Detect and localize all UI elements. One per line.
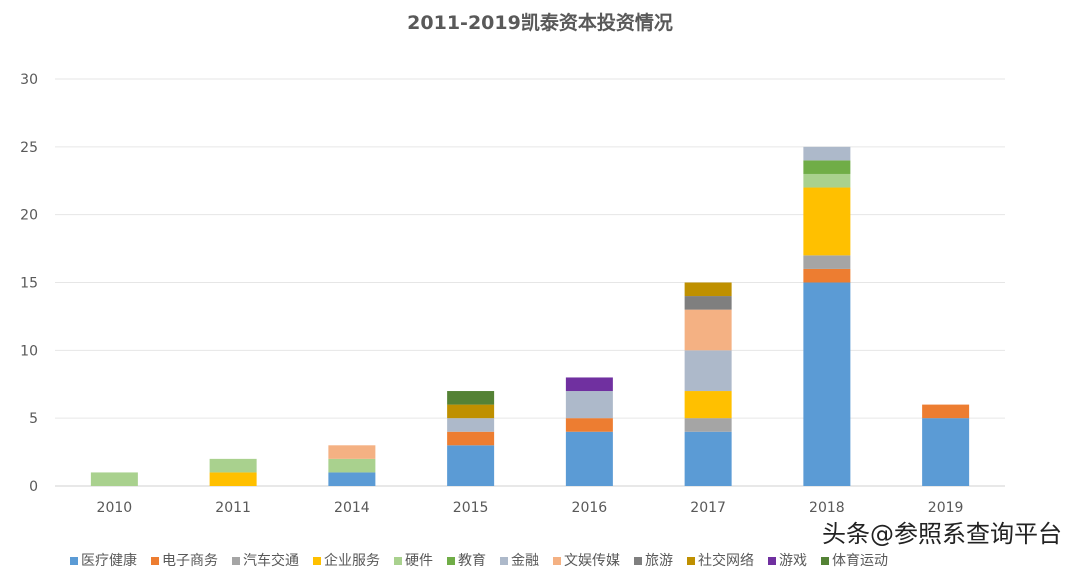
- bar-segment-2010-硬件: [90, 472, 138, 486]
- y-tick-label: 15: [20, 276, 38, 292]
- bar-segment-2015-社交网络: [447, 404, 495, 419]
- x-tick-label: 2011: [215, 500, 251, 516]
- legend-swatch: [687, 557, 695, 565]
- bar-segment-2018-金融: [803, 146, 851, 161]
- legend-item: 企业服务: [313, 552, 380, 570]
- legend-item: 电子商务: [151, 552, 218, 570]
- bar-segment-2017-文娱传媒: [684, 309, 732, 351]
- legend-label: 体育运动: [832, 553, 888, 569]
- legend-label: 游戏: [779, 553, 807, 569]
- bar-segment-2017-金融: [684, 350, 732, 392]
- bar-segment-2014-文娱传媒: [328, 445, 376, 459]
- x-tick-label: 2010: [97, 500, 133, 516]
- bar-segment-2016-金融: [565, 391, 613, 419]
- legend-item: 游戏: [768, 552, 807, 570]
- bar-segment-2018-教育: [803, 160, 851, 174]
- x-tick-label: 2015: [453, 500, 489, 516]
- y-tick-label: 0: [29, 479, 38, 495]
- bar-segment-2018-企业服务: [803, 187, 851, 256]
- bar-segment-2018-电子商务: [803, 268, 851, 283]
- legend-item: 硬件: [394, 552, 433, 570]
- legend-swatch: [313, 557, 321, 565]
- legend-swatch: [70, 557, 78, 565]
- bar-segment-2015-医疗健康: [447, 445, 495, 486]
- legend-item: 医疗健康: [70, 552, 137, 570]
- bar-segment-2015-电子商务: [447, 431, 495, 446]
- legend-swatch: [500, 557, 508, 565]
- legend-label: 医疗健康: [81, 553, 137, 569]
- legend-label: 硬件: [405, 553, 433, 569]
- chart-title: 2011-2019凯泰资本投资情况: [407, 12, 673, 34]
- bar-segment-2016-游戏: [565, 377, 613, 392]
- bar-segment-2016-医疗健康: [565, 431, 613, 486]
- bar-segment-2019-医疗健康: [922, 418, 970, 486]
- bar-segment-2017-社交网络: [684, 282, 732, 297]
- legend-label: 教育: [458, 553, 486, 569]
- legend-item: 体育运动: [821, 552, 888, 570]
- bar-segment-2017-医疗健康: [684, 431, 732, 486]
- legend-label: 电子商务: [162, 553, 218, 569]
- y-tick-label: 20: [20, 208, 38, 224]
- legend-label: 汽车交通: [243, 553, 299, 569]
- x-tick-label: 2019: [928, 500, 964, 516]
- legend-swatch: [447, 557, 455, 565]
- bar-segment-2017-企业服务: [684, 391, 732, 419]
- bar-segment-2018-汽车交通: [803, 255, 851, 269]
- legend-swatch: [232, 557, 240, 565]
- legend-label: 金融: [511, 553, 539, 569]
- bar-segment-2015-体育运动: [447, 391, 495, 405]
- legend-label: 企业服务: [324, 553, 380, 569]
- watermark: 头条@参照系查询平台: [822, 520, 1062, 548]
- legend-swatch: [553, 557, 561, 565]
- legend-label: 文娱传媒: [564, 553, 620, 569]
- bar-segment-2018-硬件: [803, 173, 851, 188]
- y-tick-label: 30: [20, 72, 38, 88]
- legend-label: 旅游: [645, 553, 673, 569]
- bar-segment-2011-硬件: [209, 458, 257, 473]
- legend-item: 社交网络: [687, 552, 754, 570]
- y-tick-label: 10: [20, 343, 38, 359]
- legend-swatch: [634, 557, 642, 565]
- bar-segment-2011-企业服务: [209, 472, 257, 486]
- bar-segment-2017-旅游: [684, 296, 732, 310]
- legend: 医疗健康 电子商务 汽车交通 企业服务 硬件 教育 金融 文娱传媒 旅游 社交网络 游戏 体育运动: [70, 552, 888, 570]
- x-tick-label: 2018: [809, 500, 845, 516]
- legend-swatch: [821, 557, 829, 565]
- legend-swatch: [151, 557, 159, 565]
- bar-segment-2014-医疗健康: [328, 472, 376, 486]
- legend-label: 社交网络: [698, 553, 754, 569]
- y-tick-label: 25: [20, 140, 38, 156]
- bar-segment-2017-汽车交通: [684, 418, 732, 432]
- legend-swatch: [394, 557, 402, 565]
- legend-item: 金融: [500, 552, 539, 570]
- y-tick-label: 5: [29, 411, 38, 427]
- legend-swatch: [768, 557, 776, 565]
- legend-item: 教育: [447, 552, 486, 570]
- bar-segment-2014-硬件: [328, 458, 376, 473]
- x-tick-label: 2017: [690, 500, 726, 516]
- x-tick-label: 2014: [334, 500, 370, 516]
- legend-item: 汽车交通: [232, 552, 299, 570]
- legend-item: 文娱传媒: [553, 552, 620, 570]
- bar-segment-2015-金融: [447, 418, 495, 432]
- bar-segment-2016-电子商务: [565, 418, 613, 432]
- bar-segment-2018-医疗健康: [803, 282, 851, 486]
- legend-item: 旅游: [634, 552, 673, 570]
- bar-segment-2019-电子商务: [922, 404, 970, 419]
- x-tick-label: 2016: [572, 500, 608, 516]
